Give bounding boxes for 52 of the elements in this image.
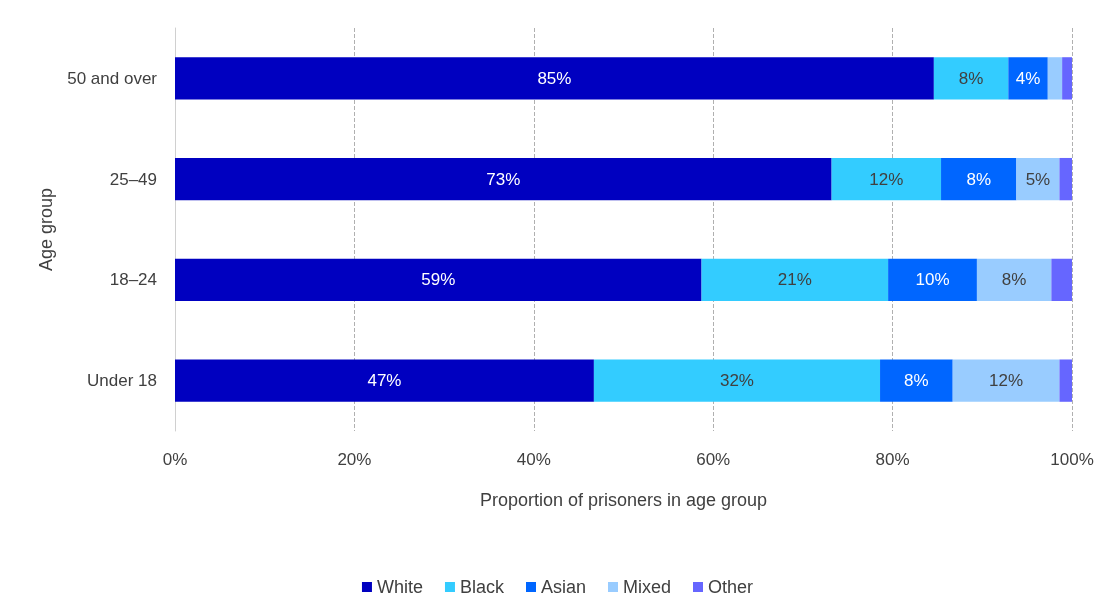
y-tick-label: 25–49	[109, 169, 157, 189]
x-tick-label: 40%	[516, 450, 551, 469]
data-label: 47%	[367, 371, 402, 391]
bar	[175, 57, 934, 100]
x-tick-label: 60%	[696, 450, 731, 469]
legend-label: Asian	[540, 577, 587, 597]
bar	[941, 157, 1017, 201]
bar	[976, 258, 1052, 302]
legend-label: White	[376, 577, 423, 597]
bar	[888, 258, 977, 302]
bar	[1059, 359, 1072, 402]
data-label: 85%	[537, 68, 572, 88]
data-label: 8%	[1001, 270, 1027, 290]
data-label: 32%	[719, 371, 754, 391]
bar	[933, 57, 1009, 100]
data-label: 8%	[958, 68, 984, 88]
x-tick-label: 20%	[337, 450, 372, 469]
data-label: 12%	[989, 371, 1024, 391]
x-tick-label: 0%	[162, 450, 188, 469]
data-label: 8%	[966, 169, 991, 189]
data-label: 21%	[777, 270, 812, 290]
y-tick-label: Under 18	[87, 371, 157, 391]
data-label: 12%	[869, 169, 904, 189]
bar	[1047, 57, 1063, 100]
bar	[952, 359, 1060, 402]
y-axis-title: Age group	[36, 187, 56, 272]
bar	[175, 157, 832, 201]
y-tick-label: 18–24	[109, 270, 157, 290]
bar	[175, 258, 702, 302]
bar	[1051, 258, 1072, 302]
data-label: 4%	[1015, 68, 1041, 88]
data-label: 73%	[486, 169, 521, 189]
data-label: 8%	[904, 371, 929, 391]
x-tick-label: 100%	[1050, 450, 1094, 469]
bar	[1062, 57, 1072, 100]
data-label: 5%	[1025, 169, 1051, 189]
legend-label: Black	[459, 577, 505, 597]
bar	[593, 359, 881, 402]
bar	[1016, 157, 1060, 201]
bar	[880, 359, 953, 402]
bar	[175, 359, 594, 402]
legend-label: Other	[708, 577, 754, 597]
x-axis-title: Proportion of prisoners in age group	[479, 490, 768, 510]
bar	[831, 157, 942, 201]
data-label: 59%	[421, 270, 456, 290]
bar	[1008, 57, 1048, 100]
x-tick-label: 80%	[875, 450, 910, 469]
legend-label: Mixed	[623, 577, 672, 597]
y-tick-label: 50 and over	[67, 68, 158, 88]
data-label: 10%	[915, 270, 950, 290]
bar	[1059, 157, 1072, 201]
bar	[701, 258, 889, 302]
